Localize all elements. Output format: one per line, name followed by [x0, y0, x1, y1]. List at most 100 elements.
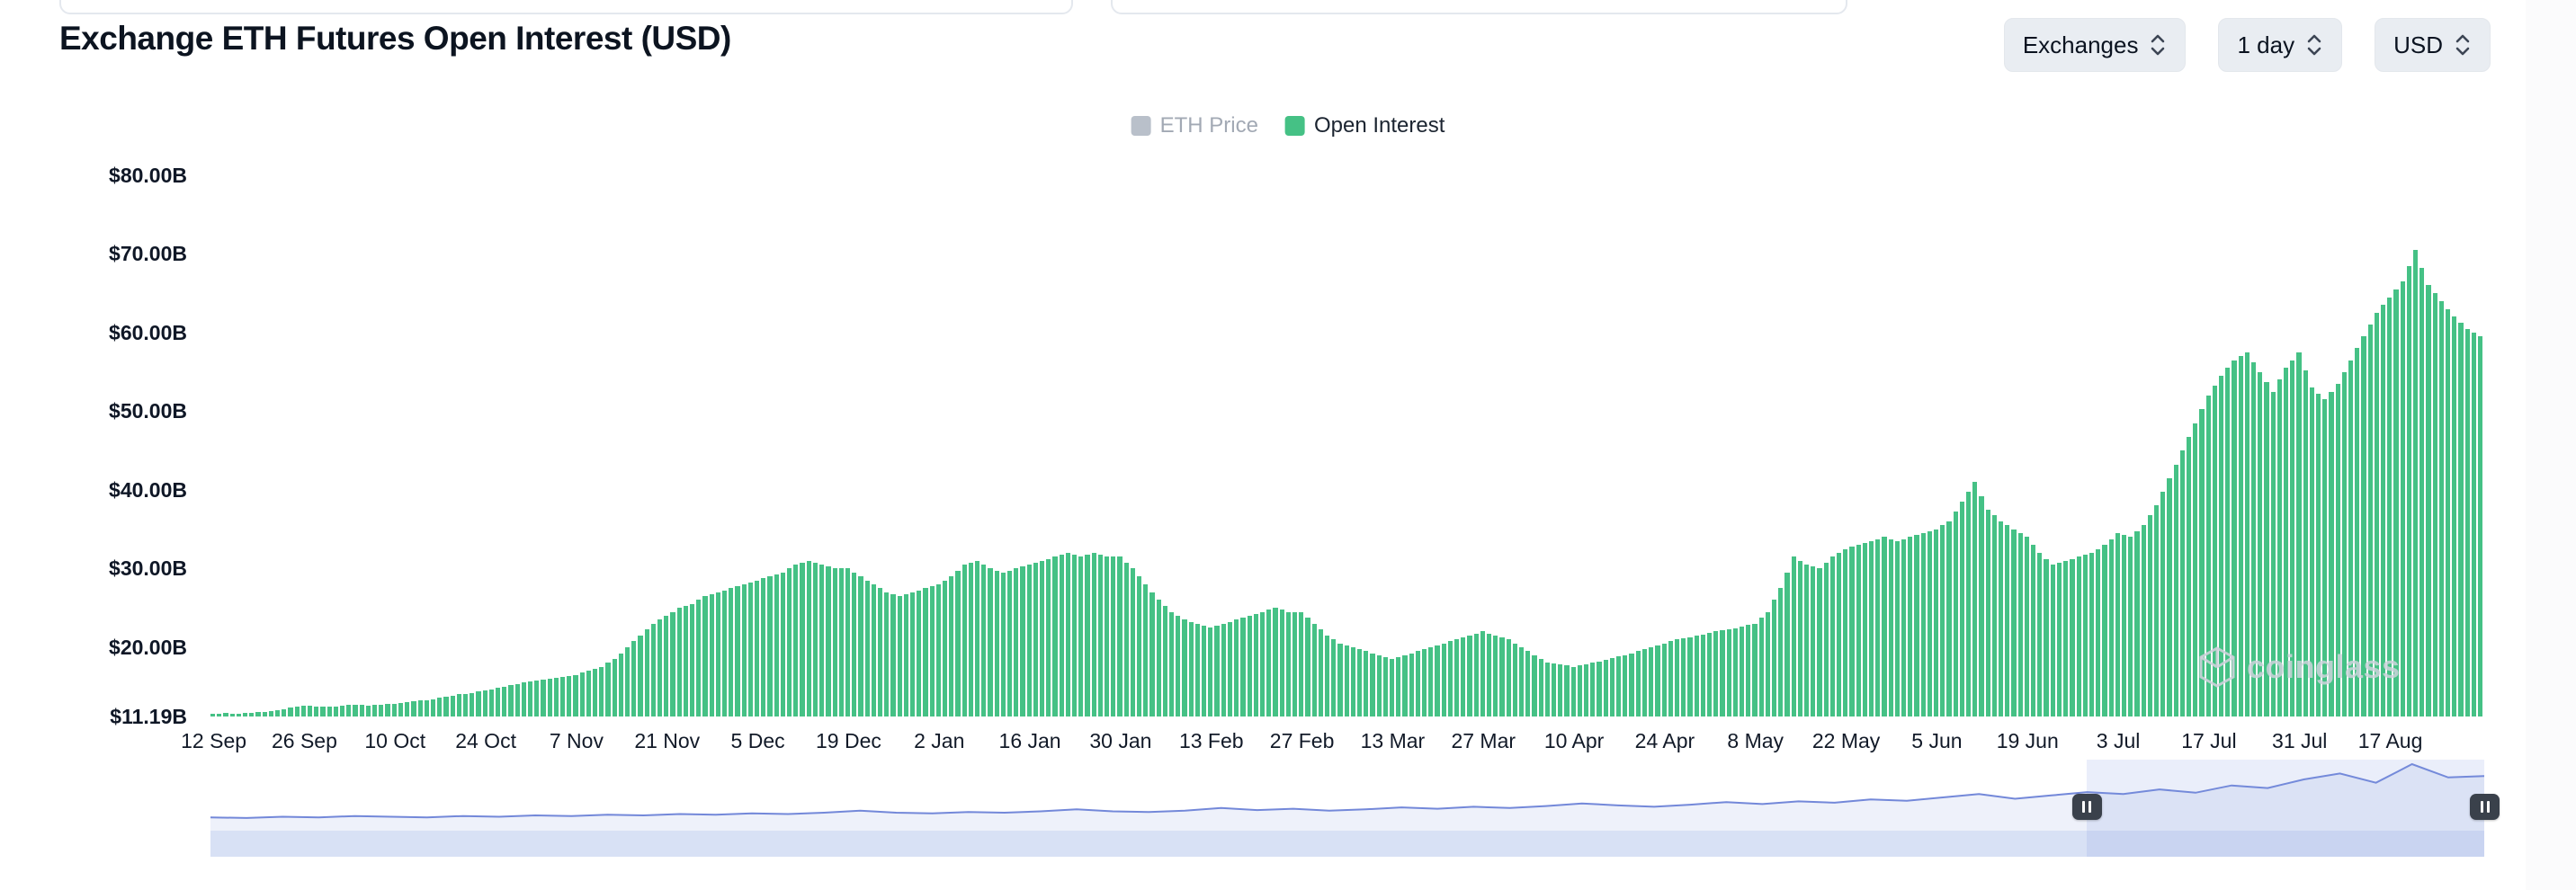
open-interest-bar [1182, 619, 1187, 716]
open-interest-bar [1726, 628, 1731, 716]
open-interest-bar [2096, 548, 2101, 716]
open-interest-bar [1052, 556, 1058, 716]
open-interest-bar [405, 702, 410, 716]
open-interest-bar [1473, 633, 1479, 716]
open-interest-bar [365, 705, 371, 716]
open-interest-bar [1227, 621, 1233, 716]
open-interest-bar [2173, 464, 2178, 716]
open-interest-bar [1823, 562, 1829, 716]
open-interest-bar [326, 707, 332, 716]
open-interest-bar [2121, 535, 2127, 716]
x-axis-label: 3 Jul [2096, 729, 2141, 752]
open-interest-bar [1908, 537, 1913, 716]
range-navigator[interactable] [210, 760, 2500, 857]
open-interest-bar [974, 560, 980, 716]
legend-item-open-interest[interactable]: Open Interest [1284, 113, 1445, 138]
open-interest-bar [430, 699, 436, 716]
open-interest-bar [1097, 555, 1104, 716]
interval-dropdown[interactable]: 1 day [2218, 18, 2343, 72]
open-interest-bar [1020, 566, 1025, 716]
open-interest-bar [268, 710, 274, 716]
page-gutter [2526, 0, 2576, 890]
open-interest-bar [2458, 323, 2464, 716]
open-interest-bar [521, 682, 526, 716]
navigator-right-handle[interactable] [2470, 794, 2500, 820]
open-interest-bar [243, 713, 248, 716]
open-interest-bar [2082, 555, 2088, 716]
open-interest-bar [1014, 568, 1019, 716]
open-interest-bar [340, 705, 345, 716]
open-interest-bar [1006, 570, 1013, 716]
open-interest-bar [812, 562, 818, 716]
open-interest-bar [333, 706, 339, 716]
x-axis-label: 26 Sep [271, 729, 337, 752]
open-interest-bar [1285, 611, 1291, 716]
open-interest-bar [2406, 265, 2412, 716]
open-interest-bar [2400, 281, 2405, 716]
open-interest-bar [909, 592, 916, 716]
open-interest-bar [1694, 636, 1699, 716]
open-interest-bar [1143, 583, 1149, 716]
open-interest-bar [670, 611, 675, 716]
currency-dropdown[interactable]: USD [2375, 18, 2491, 72]
top-input-partial-right[interactable] [1111, 0, 1847, 14]
open-interest-bar [858, 576, 863, 716]
open-interest-bar [1681, 637, 1686, 716]
open-interest-bar [288, 708, 293, 716]
handle-grip-icon [2480, 801, 2483, 813]
open-interest-bar [1856, 545, 1861, 716]
interval-dropdown-label: 1 day [2237, 31, 2295, 58]
currency-dropdown-label: USD [2393, 31, 2443, 58]
open-interest-bar [1467, 635, 1472, 716]
open-interest-bar [1506, 639, 1511, 716]
navigator-selection[interactable] [2086, 760, 2484, 857]
open-interest-bar [1111, 556, 1116, 716]
x-axis-label: 27 Feb [1269, 729, 1335, 752]
open-interest-bar [553, 678, 559, 716]
open-interest-bar [709, 593, 714, 716]
open-interest-bar [618, 653, 623, 716]
open-interest-bar [761, 578, 766, 716]
open-interest-bar [2011, 529, 2017, 716]
handle-grip-icon [2486, 801, 2490, 813]
x-axis-label: 30 Jan [1089, 729, 1152, 752]
open-interest-bar [599, 666, 604, 716]
exchanges-dropdown[interactable]: Exchanges [2003, 18, 2187, 72]
open-interest-bar [1934, 529, 1939, 716]
open-interest-bar [1869, 540, 1874, 716]
open-interest-bar [1382, 656, 1388, 716]
open-interest-bar [482, 690, 487, 716]
open-interest-bar [1746, 625, 1751, 716]
legend-item-eth-price[interactable]: ETH Price [1131, 113, 1258, 138]
top-input-partial-left[interactable] [59, 0, 1073, 14]
open-interest-bar [2258, 371, 2263, 716]
open-interest-bar [1649, 646, 1654, 716]
open-interest-bar-chart[interactable]: $80.00B $70.00B $60.00B $50.00B $40.00B $30.0… [109, 164, 2484, 752]
open-interest-bar [592, 668, 598, 716]
open-interest-bar [2270, 391, 2276, 716]
open-interest-bar [1991, 515, 1998, 716]
x-axis-label: 24 Apr [1634, 729, 1695, 752]
open-interest-bar [1927, 530, 1933, 716]
x-axis-label: 17 Aug [2357, 729, 2423, 752]
y-axis-label: $80.00B [109, 164, 187, 187]
open-interest-bar [2050, 565, 2055, 716]
open-interest-bar [1661, 643, 1667, 716]
open-interest-bar [2044, 558, 2049, 716]
open-interest-bar [2374, 313, 2380, 716]
open-interest-bar [755, 580, 760, 716]
open-interest-bar [1234, 619, 1239, 716]
navigator-left-handle[interactable] [2071, 794, 2102, 820]
open-interest-bar [1176, 615, 1181, 716]
open-interest-bar [2134, 530, 2140, 716]
x-axis-label: 31 Jul [2272, 729, 2328, 752]
open-interest-bar [2419, 267, 2425, 716]
open-interest-bar [1214, 625, 1220, 716]
open-interest-bar [2464, 328, 2470, 716]
open-interest-bar [1344, 645, 1349, 716]
y-axis-label: $30.00B [109, 556, 187, 581]
open-interest-bar [2355, 348, 2360, 716]
open-interest-bar [1544, 663, 1551, 716]
open-interest-bar [929, 586, 935, 716]
open-interest-bar [871, 583, 876, 716]
